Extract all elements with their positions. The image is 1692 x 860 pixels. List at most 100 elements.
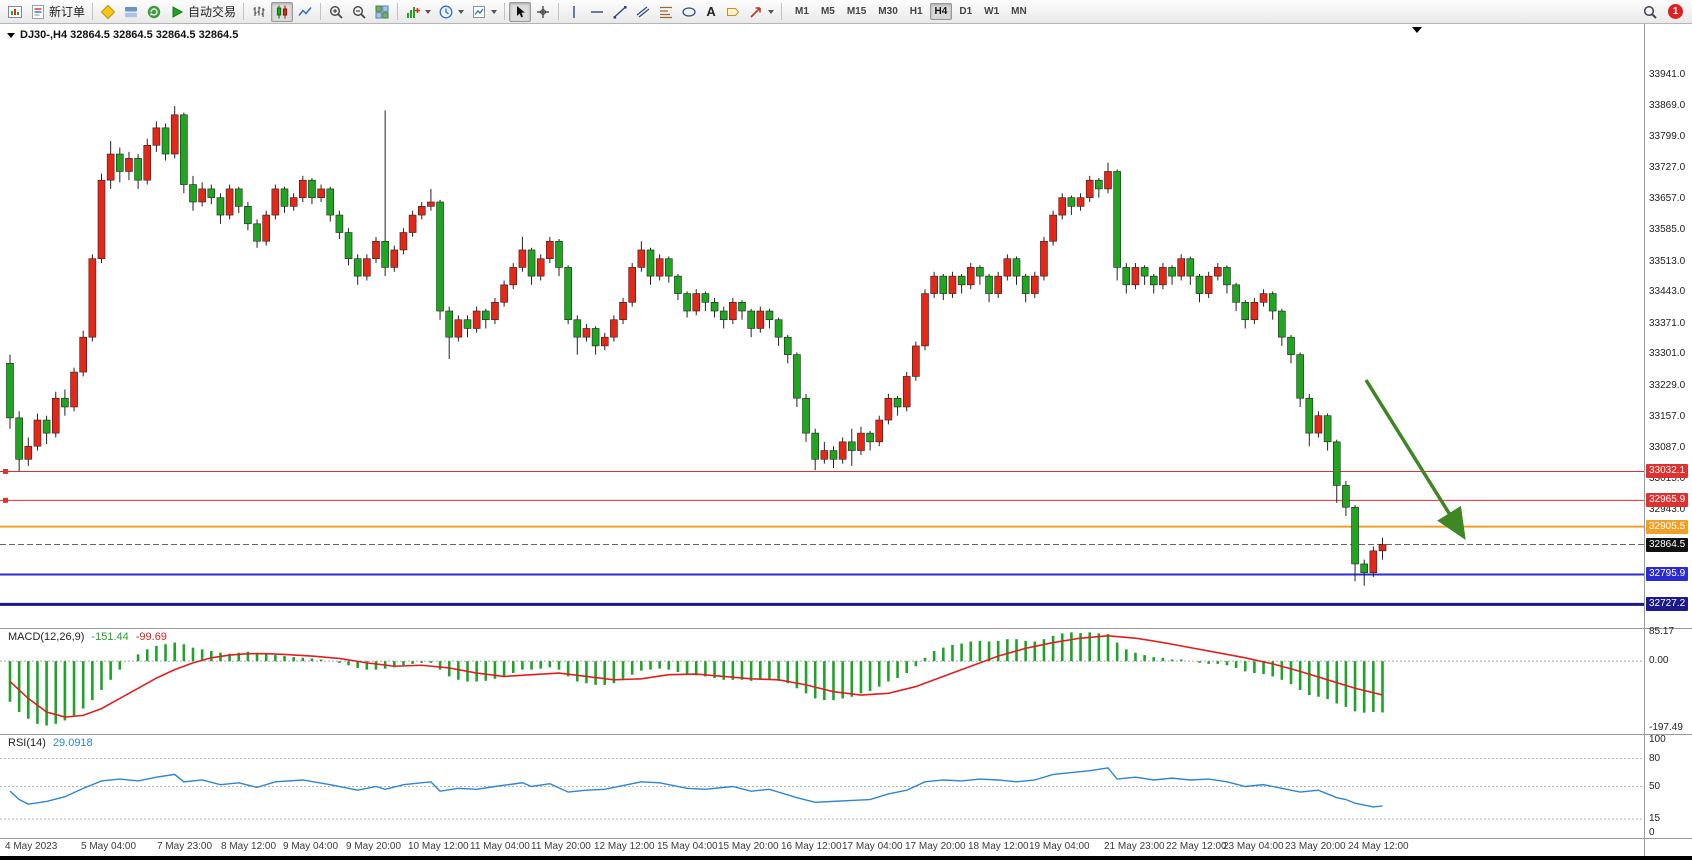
text-label-tool-button[interactable] <box>722 2 744 22</box>
candle-body <box>966 267 975 286</box>
panel-separator[interactable] <box>0 734 1692 735</box>
candle-body <box>509 267 518 286</box>
history-center-icon <box>147 5 161 18</box>
terminal-button[interactable] <box>120 2 142 22</box>
cursor-tool-button[interactable] <box>509 1 532 22</box>
candle-body <box>1168 267 1176 277</box>
search-icon <box>1643 5 1657 19</box>
crosshair-icon <box>537 5 550 18</box>
rsi-line <box>9 767 1383 808</box>
candle-body <box>564 267 572 321</box>
macd-main-value: -151.44 <box>91 631 129 643</box>
candlestick-type-button[interactable] <box>271 1 294 22</box>
time-axis[interactable]: 4 May 2023 5 May 04:00 7 May 23:00 8 May 12… <box>0 841 1644 856</box>
timeframe-button-MN[interactable]: MN <box>1006 3 1032 20</box>
candle-body <box>1012 258 1021 277</box>
vertical-line-tool-button[interactable] <box>563 2 585 22</box>
timeframe-button-M5[interactable]: M5 <box>816 3 840 20</box>
candle-body <box>1369 550 1378 573</box>
text-tool-button[interactable]: A <box>701 2 721 22</box>
candle-body <box>353 258 362 277</box>
shapes-tool-button[interactable] <box>678 2 700 22</box>
symbol-ohlc-text: DJ30-,H4 32864.5 32864.5 32864.5 32864.5 <box>20 29 239 41</box>
new-order-button[interactable]: 新订单 <box>27 2 88 22</box>
clock-icon <box>439 5 453 18</box>
candle-body <box>664 258 673 277</box>
candle-body <box>1159 267 1167 286</box>
metaeditor-button[interactable] <box>97 2 119 22</box>
chevron-down-icon <box>425 9 432 14</box>
line-handle[interactable] <box>3 468 8 474</box>
search-button[interactable] <box>1639 2 1661 22</box>
trendline-tool-button[interactable] <box>609 2 631 22</box>
line-chart-type-button[interactable] <box>294 2 316 22</box>
candle-body <box>189 184 197 203</box>
rsi-panel[interactable] <box>0 735 1644 838</box>
collapse-triangle-icon[interactable] <box>7 32 15 38</box>
auto-trading-button[interactable]: 自动交易 <box>166 2 239 22</box>
bar-chart-type-button[interactable] <box>248 2 270 22</box>
tile-windows-button[interactable] <box>371 2 393 22</box>
candle-body <box>1122 267 1131 286</box>
candle-body <box>88 258 97 338</box>
candle-body <box>701 293 710 303</box>
macd-panel[interactable] <box>0 629 1644 734</box>
macd-axis-label: -197.49 <box>1649 722 1683 734</box>
panel-separator[interactable] <box>0 628 1692 629</box>
zoom-in-button[interactable] <box>325 2 347 22</box>
indicators-icon <box>407 6 421 18</box>
candle-body <box>774 319 783 338</box>
price-axis-label: 33371.0 <box>1649 317 1686 329</box>
arrows-dropdown-button[interactable] <box>745 2 777 22</box>
candle-body <box>116 153 124 172</box>
history-center-button[interactable] <box>143 2 165 22</box>
periods-dropdown-button[interactable] <box>435 2 467 22</box>
candle-body <box>893 397 902 408</box>
channel-tool-button[interactable] <box>632 2 654 22</box>
candle-body <box>390 249 399 268</box>
separator <box>243 3 245 20</box>
crosshair-tool-button[interactable] <box>532 2 554 22</box>
candle-body <box>802 397 810 434</box>
candle-body <box>1085 179 1094 198</box>
candle-body <box>6 363 14 419</box>
window-bottom-edge <box>0 856 1692 860</box>
candle-body <box>326 188 335 216</box>
terminal-icon <box>125 6 138 17</box>
macd-label: MACD(12,26,9) <box>8 631 85 643</box>
notification-badge[interactable]: 1 <box>1668 4 1683 19</box>
candle-body <box>1040 240 1048 277</box>
chart-shift-marker[interactable] <box>1412 27 1422 33</box>
indicators-dropdown-button[interactable] <box>402 2 434 22</box>
candle-body <box>756 310 765 329</box>
price-axis-label: 33301.0 <box>1649 348 1686 360</box>
main-price-chart[interactable] <box>0 24 1644 628</box>
candle-body <box>729 301 737 321</box>
time-axis-label: 10 May 12:00 <box>408 841 469 852</box>
templates-dropdown-button[interactable] <box>468 2 500 22</box>
timeframe-button-W1[interactable]: W1 <box>979 3 1004 20</box>
candle-body <box>381 240 389 268</box>
timeframe-button-H4[interactable]: H4 <box>929 3 953 20</box>
candle-body <box>1131 267 1140 286</box>
rsi-header: RSI(14) 29.0918 <box>8 737 93 749</box>
timeframe-button-M1[interactable]: M1 <box>790 3 814 20</box>
candle-body <box>335 214 344 233</box>
candle-body <box>1204 275 1213 294</box>
candle-body <box>811 432 820 460</box>
timeframe-group: M1 M5 M15 M30 H1 H4 D1 W1 MN <box>790 3 1032 20</box>
candle-body <box>271 188 280 216</box>
zoom-out-button[interactable] <box>348 2 370 22</box>
timeframe-button-H1[interactable]: H1 <box>905 3 928 20</box>
timeframe-button-D1[interactable]: D1 <box>954 3 977 20</box>
price-axis[interactable]: 33941.0 33869.0 33799.0 33727.0 33657.0 33585… <box>1645 0 1692 860</box>
timeframe-button-M15[interactable]: M15 <box>842 3 871 20</box>
candle-body <box>1305 397 1314 434</box>
price-axis-label: 33443.0 <box>1649 286 1686 298</box>
trend-arrow-annotation[interactable] <box>1364 379 1466 540</box>
horizontal-line-tool-button[interactable] <box>586 2 608 22</box>
line-handle[interactable] <box>3 497 8 503</box>
new-chart-button[interactable] <box>4 2 26 22</box>
fibonacci-tool-button[interactable] <box>655 2 677 22</box>
timeframe-button-M30[interactable]: M30 <box>873 3 902 20</box>
